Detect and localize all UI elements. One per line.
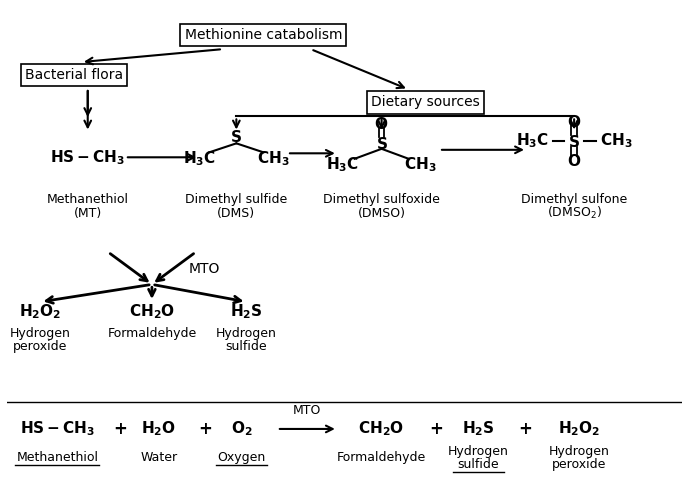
Text: $\mathbf{H_2O_2}$: $\mathbf{H_2O_2}$ (19, 302, 62, 321)
Text: $\mathbf{O}$: $\mathbf{O}$ (567, 114, 582, 131)
Text: $\mathbf{O}$: $\mathbf{O}$ (567, 153, 582, 169)
Text: $\mathbf{H_2S}$: $\mathbf{H_2S}$ (230, 302, 263, 321)
Text: Dimethyl sulfone: Dimethyl sulfone (521, 193, 627, 206)
Text: $\mathbf{+}$: $\mathbf{+}$ (519, 420, 532, 438)
Text: Hydrogen: Hydrogen (549, 445, 610, 458)
Text: sulfide: sulfide (225, 340, 267, 353)
Text: $\mathbf{HS-CH_3}$: $\mathbf{HS-CH_3}$ (20, 420, 95, 438)
Text: Hydrogen: Hydrogen (448, 445, 509, 458)
Text: Methanethiol: Methanethiol (16, 451, 99, 464)
Text: $\mathbf{S}$: $\mathbf{S}$ (230, 130, 242, 145)
Text: $\mathbf{H_2S}$: $\mathbf{H_2S}$ (462, 420, 495, 438)
Text: $\mathbf{H_3C}$: $\mathbf{H_3C}$ (326, 155, 359, 174)
Text: MTO: MTO (189, 263, 221, 277)
Text: $\mathbf{+}$: $\mathbf{+}$ (113, 420, 127, 438)
Text: $\mathbf{+}$: $\mathbf{+}$ (429, 420, 443, 438)
Text: (MT): (MT) (73, 207, 102, 220)
Text: $\mathbf{H_3C}$: $\mathbf{H_3C}$ (516, 132, 549, 150)
Text: Methanethiol: Methanethiol (47, 193, 129, 206)
Text: Hydrogen: Hydrogen (10, 327, 71, 340)
Text: Dietary sources: Dietary sources (371, 95, 480, 109)
Text: $\mathbf{S}$: $\mathbf{S}$ (568, 135, 580, 150)
Text: Dimethyl sulfoxide: Dimethyl sulfoxide (323, 193, 440, 206)
Text: (DMSO$_2$): (DMSO$_2$) (547, 205, 601, 221)
Text: $\mathbf{H_2O_2}$: $\mathbf{H_2O_2}$ (558, 420, 601, 438)
Text: (DMSO): (DMSO) (358, 207, 406, 220)
Text: Methionine catabolism: Methionine catabolism (185, 28, 342, 42)
Text: peroxide: peroxide (552, 458, 607, 471)
Text: peroxide: peroxide (13, 340, 68, 353)
Text: $\mathbf{H_3C}$: $\mathbf{H_3C}$ (183, 149, 216, 168)
Text: $\mathbf{+}$: $\mathbf{+}$ (197, 420, 212, 438)
Text: $\mathbf{CH_3}$: $\mathbf{CH_3}$ (404, 155, 437, 174)
Text: sulfide: sulfide (458, 458, 499, 471)
Text: $\mathbf{HS-CH_3}$: $\mathbf{HS-CH_3}$ (50, 148, 125, 167)
Text: $\mathbf{O_2}$: $\mathbf{O_2}$ (231, 420, 253, 438)
Text: (DMS): (DMS) (217, 207, 256, 220)
Text: Water: Water (140, 451, 177, 464)
Text: MTO: MTO (293, 404, 321, 416)
Text: Oxygen: Oxygen (218, 451, 266, 464)
Text: Dimethyl sulfide: Dimethyl sulfide (185, 193, 288, 206)
Text: $\mathbf{CH_2O}$: $\mathbf{CH_2O}$ (358, 420, 405, 438)
Text: $\mathbf{H_2O}$: $\mathbf{H_2O}$ (141, 420, 176, 438)
Text: Hydrogen: Hydrogen (216, 327, 277, 340)
Text: $\mathbf{CH_3}$: $\mathbf{CH_3}$ (599, 132, 632, 150)
Text: $\mathbf{CH_2O}$: $\mathbf{CH_2O}$ (129, 302, 175, 321)
Text: $\mathbf{CH_3}$: $\mathbf{CH_3}$ (257, 149, 290, 168)
Text: Formaldehyde: Formaldehyde (108, 327, 197, 340)
Text: Formaldehyde: Formaldehyde (337, 451, 426, 464)
Text: Bacterial flora: Bacterial flora (25, 68, 123, 82)
Text: $\mathbf{O}$: $\mathbf{O}$ (375, 116, 388, 132)
Text: $\mathbf{S}$: $\mathbf{S}$ (375, 136, 388, 152)
